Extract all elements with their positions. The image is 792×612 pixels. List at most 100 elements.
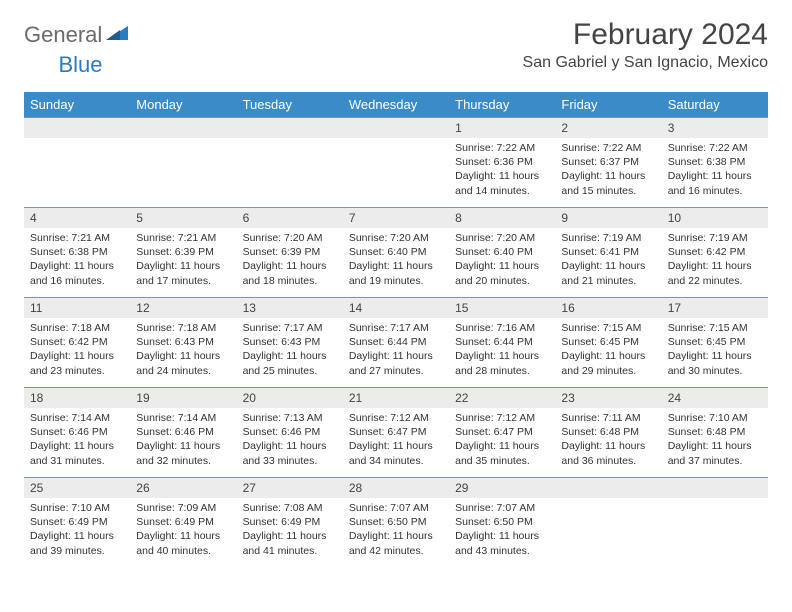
day-details: Sunrise: 7:14 AMSunset: 6:46 PMDaylight:… xyxy=(24,408,130,474)
calendar-body: 1Sunrise: 7:22 AMSunset: 6:36 PMDaylight… xyxy=(24,118,768,568)
calendar-row: 18Sunrise: 7:14 AMSunset: 6:46 PMDayligh… xyxy=(24,388,768,478)
weekday-header: Saturday xyxy=(662,92,768,118)
calendar-cell xyxy=(343,118,449,208)
weekday-header: Monday xyxy=(130,92,236,118)
calendar-cell: 17Sunrise: 7:15 AMSunset: 6:45 PMDayligh… xyxy=(662,298,768,388)
day-details: Sunrise: 7:08 AMSunset: 6:49 PMDaylight:… xyxy=(237,498,343,564)
location-subtitle: San Gabriel y San Ignacio, Mexico xyxy=(523,54,768,72)
day-number: 5 xyxy=(130,208,236,228)
day-number: 10 xyxy=(662,208,768,228)
day-details: Sunrise: 7:19 AMSunset: 6:42 PMDaylight:… xyxy=(662,228,768,294)
day-number: 4 xyxy=(24,208,130,228)
day-number: 25 xyxy=(24,478,130,498)
weekday-header: Friday xyxy=(555,92,661,118)
calendar-cell: 15Sunrise: 7:16 AMSunset: 6:44 PMDayligh… xyxy=(449,298,555,388)
day-number: 8 xyxy=(449,208,555,228)
calendar-cell: 16Sunrise: 7:15 AMSunset: 6:45 PMDayligh… xyxy=(555,298,661,388)
logo: General xyxy=(24,18,130,48)
day-number: 14 xyxy=(343,298,449,318)
calendar-row: 4Sunrise: 7:21 AMSunset: 6:38 PMDaylight… xyxy=(24,208,768,298)
day-number: 17 xyxy=(662,298,768,318)
day-details: Sunrise: 7:20 AMSunset: 6:40 PMDaylight:… xyxy=(343,228,449,294)
day-details: Sunrise: 7:20 AMSunset: 6:39 PMDaylight:… xyxy=(237,228,343,294)
day-number: 29 xyxy=(449,478,555,498)
day-details: Sunrise: 7:17 AMSunset: 6:44 PMDaylight:… xyxy=(343,318,449,384)
weekday-header: Wednesday xyxy=(343,92,449,118)
day-details: Sunrise: 7:12 AMSunset: 6:47 PMDaylight:… xyxy=(449,408,555,474)
calendar-cell: 2Sunrise: 7:22 AMSunset: 6:37 PMDaylight… xyxy=(555,118,661,208)
calendar-cell: 22Sunrise: 7:12 AMSunset: 6:47 PMDayligh… xyxy=(449,388,555,478)
page-title: February 2024 xyxy=(523,18,768,52)
day-number xyxy=(24,118,130,138)
day-details: Sunrise: 7:09 AMSunset: 6:49 PMDaylight:… xyxy=(130,498,236,564)
day-details: Sunrise: 7:21 AMSunset: 6:38 PMDaylight:… xyxy=(24,228,130,294)
day-number xyxy=(237,118,343,138)
day-details: Sunrise: 7:21 AMSunset: 6:39 PMDaylight:… xyxy=(130,228,236,294)
day-number xyxy=(662,478,768,498)
calendar-cell: 29Sunrise: 7:07 AMSunset: 6:50 PMDayligh… xyxy=(449,478,555,568)
day-number: 15 xyxy=(449,298,555,318)
day-details: Sunrise: 7:17 AMSunset: 6:43 PMDaylight:… xyxy=(237,318,343,384)
weekday-header: Tuesday xyxy=(237,92,343,118)
day-number xyxy=(555,478,661,498)
day-number xyxy=(130,118,236,138)
day-details: Sunrise: 7:15 AMSunset: 6:45 PMDaylight:… xyxy=(555,318,661,384)
calendar-cell: 6Sunrise: 7:20 AMSunset: 6:39 PMDaylight… xyxy=(237,208,343,298)
calendar-cell: 9Sunrise: 7:19 AMSunset: 6:41 PMDaylight… xyxy=(555,208,661,298)
day-details: Sunrise: 7:19 AMSunset: 6:41 PMDaylight:… xyxy=(555,228,661,294)
calendar-cell: 26Sunrise: 7:09 AMSunset: 6:49 PMDayligh… xyxy=(130,478,236,568)
weekday-header: Thursday xyxy=(449,92,555,118)
day-number: 7 xyxy=(343,208,449,228)
day-number: 11 xyxy=(24,298,130,318)
day-number: 18 xyxy=(24,388,130,408)
weekday-header-row: SundayMondayTuesdayWednesdayThursdayFrid… xyxy=(24,92,768,118)
calendar-row: 25Sunrise: 7:10 AMSunset: 6:49 PMDayligh… xyxy=(24,478,768,568)
day-number: 2 xyxy=(555,118,661,138)
calendar-cell: 5Sunrise: 7:21 AMSunset: 6:39 PMDaylight… xyxy=(130,208,236,298)
day-number: 23 xyxy=(555,388,661,408)
logo-text-blue: Blue xyxy=(58,52,102,78)
calendar-cell: 4Sunrise: 7:21 AMSunset: 6:38 PMDaylight… xyxy=(24,208,130,298)
calendar-cell: 11Sunrise: 7:18 AMSunset: 6:42 PMDayligh… xyxy=(24,298,130,388)
calendar-cell: 18Sunrise: 7:14 AMSunset: 6:46 PMDayligh… xyxy=(24,388,130,478)
calendar-table: SundayMondayTuesdayWednesdayThursdayFrid… xyxy=(24,92,768,568)
calendar-cell: 25Sunrise: 7:10 AMSunset: 6:49 PMDayligh… xyxy=(24,478,130,568)
day-details: Sunrise: 7:07 AMSunset: 6:50 PMDaylight:… xyxy=(343,498,449,564)
calendar-cell: 13Sunrise: 7:17 AMSunset: 6:43 PMDayligh… xyxy=(237,298,343,388)
day-details: Sunrise: 7:22 AMSunset: 6:36 PMDaylight:… xyxy=(449,138,555,204)
logo-triangle-icon xyxy=(106,24,128,47)
day-number: 9 xyxy=(555,208,661,228)
calendar-cell: 1Sunrise: 7:22 AMSunset: 6:36 PMDaylight… xyxy=(449,118,555,208)
calendar-cell: 12Sunrise: 7:18 AMSunset: 6:43 PMDayligh… xyxy=(130,298,236,388)
day-details: Sunrise: 7:18 AMSunset: 6:42 PMDaylight:… xyxy=(24,318,130,384)
day-number: 24 xyxy=(662,388,768,408)
day-details: Sunrise: 7:22 AMSunset: 6:37 PMDaylight:… xyxy=(555,138,661,204)
calendar-row: 1Sunrise: 7:22 AMSunset: 6:36 PMDaylight… xyxy=(24,118,768,208)
day-number: 19 xyxy=(130,388,236,408)
day-details: Sunrise: 7:11 AMSunset: 6:48 PMDaylight:… xyxy=(555,408,661,474)
day-details: Sunrise: 7:13 AMSunset: 6:46 PMDaylight:… xyxy=(237,408,343,474)
calendar-cell: 28Sunrise: 7:07 AMSunset: 6:50 PMDayligh… xyxy=(343,478,449,568)
day-details: Sunrise: 7:07 AMSunset: 6:50 PMDaylight:… xyxy=(449,498,555,564)
calendar-cell xyxy=(130,118,236,208)
day-number: 26 xyxy=(130,478,236,498)
day-details: Sunrise: 7:10 AMSunset: 6:48 PMDaylight:… xyxy=(662,408,768,474)
day-number: 27 xyxy=(237,478,343,498)
calendar-cell: 20Sunrise: 7:13 AMSunset: 6:46 PMDayligh… xyxy=(237,388,343,478)
day-details: Sunrise: 7:20 AMSunset: 6:40 PMDaylight:… xyxy=(449,228,555,294)
day-number: 13 xyxy=(237,298,343,318)
calendar-cell xyxy=(662,478,768,568)
day-number: 21 xyxy=(343,388,449,408)
weekday-header: Sunday xyxy=(24,92,130,118)
title-block: February 2024 San Gabriel y San Ignacio,… xyxy=(523,18,768,72)
calendar-cell xyxy=(555,478,661,568)
day-details: Sunrise: 7:14 AMSunset: 6:46 PMDaylight:… xyxy=(130,408,236,474)
day-number: 22 xyxy=(449,388,555,408)
day-number: 6 xyxy=(237,208,343,228)
calendar-row: 11Sunrise: 7:18 AMSunset: 6:42 PMDayligh… xyxy=(24,298,768,388)
calendar-cell: 23Sunrise: 7:11 AMSunset: 6:48 PMDayligh… xyxy=(555,388,661,478)
calendar-cell: 24Sunrise: 7:10 AMSunset: 6:48 PMDayligh… xyxy=(662,388,768,478)
day-details: Sunrise: 7:18 AMSunset: 6:43 PMDaylight:… xyxy=(130,318,236,384)
day-number: 28 xyxy=(343,478,449,498)
calendar-cell xyxy=(237,118,343,208)
